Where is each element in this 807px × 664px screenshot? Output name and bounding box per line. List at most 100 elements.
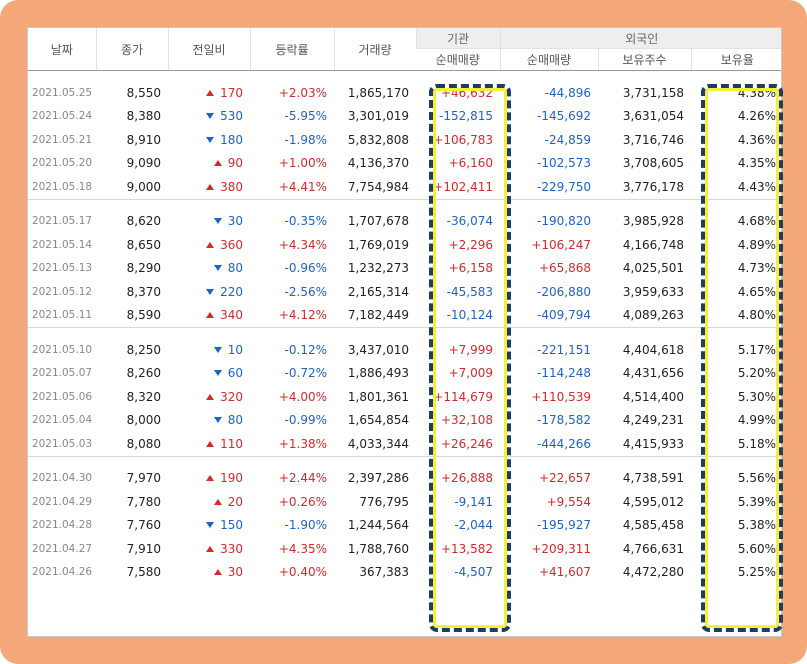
date-cell: 2021.05.06 [31,390,93,403]
table-row: 2021.05.17 8,620 30 -0.35% 1,707,678 -36,074 -… [28,210,781,234]
rate-cell: -0.12% [284,342,327,357]
change-cell: 190 [168,467,250,491]
arrow-up-icon [206,89,215,96]
foreign-holdings-cell: 3,631,054 [622,109,684,124]
inst-net-cell: +114,679 [433,389,493,404]
change-value: 30 [227,565,243,580]
foreign-net-cell: +22,657 [538,471,591,486]
change-cell: 90 [168,152,250,176]
change-value: 180 [220,132,243,147]
arrow-up-icon [206,475,215,482]
rate-cell: +0.26% [278,494,327,509]
arrow-down-icon [206,113,215,120]
arrow-up-icon [206,241,215,248]
foreign-holdings-cell: 3,708,605 [622,156,684,171]
group-separator [28,327,781,328]
change-cell: 80 [168,409,250,433]
date-cell: 2021.05.25 [31,86,93,99]
col-volume: 거래량 [333,28,416,71]
col-inst-net: 순매매량 [416,48,500,71]
table-row: 2021.05.20 9,090 90 +1.00% 4,136,370 +6,160 -1… [28,152,781,176]
volume-cell: 3,437,010 [347,342,409,357]
table-row: 2021.04.28 7,760 150 -1.90% 1,244,564 -2,044 -… [28,514,781,538]
table-row: 2021.05.03 8,080 110 +1.38% 4,033,344 +26,246… [28,432,781,456]
inst-net-cell: +46,632 [440,85,493,100]
close-cell: 7,970 [126,471,161,486]
table-row: 2021.05.04 8,000 80 -0.99% 1,654,854 +32,108 -… [28,409,781,433]
rate-cell: -1.90% [284,518,327,533]
date-cell: 2021.04.28 [31,519,93,532]
volume-cell: 4,033,344 [347,436,409,451]
foreign-holdings-cell: 4,472,280 [622,565,684,580]
rate-cell: -0.72% [284,366,327,381]
table-row: 2021.04.30 7,970 190 +2.44% 2,397,286 +26,888… [28,467,781,491]
change-value: 150 [220,518,243,533]
foreign-ratio-cell: 5.39% [737,494,777,509]
foreign-net-cell: +106,247 [531,237,591,252]
group-separator [28,455,781,457]
rate-cell: -0.96% [284,261,327,276]
col-change: 전일비 [167,28,250,71]
table-row: 2021.04.27 7,910 330 +4.35% 1,788,760 +13,582… [28,537,781,561]
change-value: 330 [220,541,243,556]
volume-cell: 5,832,808 [347,132,409,147]
foreign-holdings-cell: 4,514,400 [622,389,684,404]
date-cell: 2021.05.17 [31,215,93,228]
col-foreign-ratio: 보유율 [690,48,781,71]
arrow-up-icon [213,160,222,167]
change-cell: 150 [168,514,250,538]
foreign-holdings-cell: 3,716,746 [622,132,684,147]
foreign-ratio-cell: 5.18% [737,436,777,451]
foreign-holdings-cell: 4,166,748 [622,237,684,252]
change-value: 380 [220,179,243,194]
foreign-ratio-cell: 4.43% [737,179,777,194]
rate-cell: +2.03% [278,85,327,100]
col-rate: 등락률 [249,28,334,71]
change-value: 10 [227,342,243,357]
table-row: 2021.05.24 8,380 530 -5.95% 3,301,019 -152,81… [28,105,781,129]
foreign-holdings-cell: 4,404,618 [622,342,684,357]
change-cell: 530 [168,105,250,129]
foreign-net-cell: -444,266 [537,436,591,451]
foreign-net-cell: -409,794 [537,308,591,323]
date-cell: 2021.05.18 [31,180,93,193]
date-cell: 2021.05.10 [31,343,93,356]
foreign-holdings-cell: 4,089,263 [622,308,684,323]
foreign-ratio-cell: 4.68% [737,214,777,229]
group-spacer [28,328,781,338]
close-cell: 8,650 [126,237,161,252]
date-cell: 2021.05.07 [31,367,93,380]
volume-cell: 1,654,854 [347,413,409,428]
inst-net-cell: -9,141 [454,494,493,509]
date-cell: 2021.05.20 [31,157,93,170]
close-cell: 8,250 [126,342,161,357]
table-row: 2021.05.10 8,250 10 -0.12% 3,437,010 +7,999 -2… [28,338,781,362]
change-cell: 380 [168,175,250,199]
foreign-ratio-cell: 4.99% [737,413,777,428]
group-separator [28,198,781,200]
foreign-net-cell: -145,692 [537,109,591,124]
volume-cell: 3,301,019 [347,109,409,124]
close-cell: 8,550 [126,85,161,100]
col-foreign-holdings: 보유주수 [597,48,691,71]
close-cell: 7,780 [126,494,161,509]
table-row: 2021.05.07 8,260 60 -0.72% 1,886,493 +7,009 -1… [28,362,781,386]
close-cell: 8,000 [126,413,161,428]
change-cell: 30 [168,561,250,585]
foreign-holdings-cell: 3,776,178 [622,179,684,194]
foreign-net-cell: +65,868 [538,261,591,276]
close-cell: 8,370 [126,284,161,299]
foreign-ratio-cell: 4.73% [737,261,777,276]
foreign-ratio-cell: 4.80% [737,308,777,323]
change-cell: 220 [168,280,250,304]
volume-cell: 1,244,564 [347,518,409,533]
date-cell: 2021.04.30 [31,472,93,485]
inst-net-cell: +7,009 [448,366,493,381]
inst-net-cell: +26,888 [440,471,493,486]
inst-net-cell: -10,124 [446,308,493,323]
close-cell: 8,080 [126,436,161,451]
foreign-ratio-cell: 4.35% [737,156,777,171]
inst-net-cell: -45,583 [446,284,493,299]
foreign-ratio-cell: 5.60% [737,541,777,556]
foreign-holdings-cell: 4,585,458 [622,518,684,533]
